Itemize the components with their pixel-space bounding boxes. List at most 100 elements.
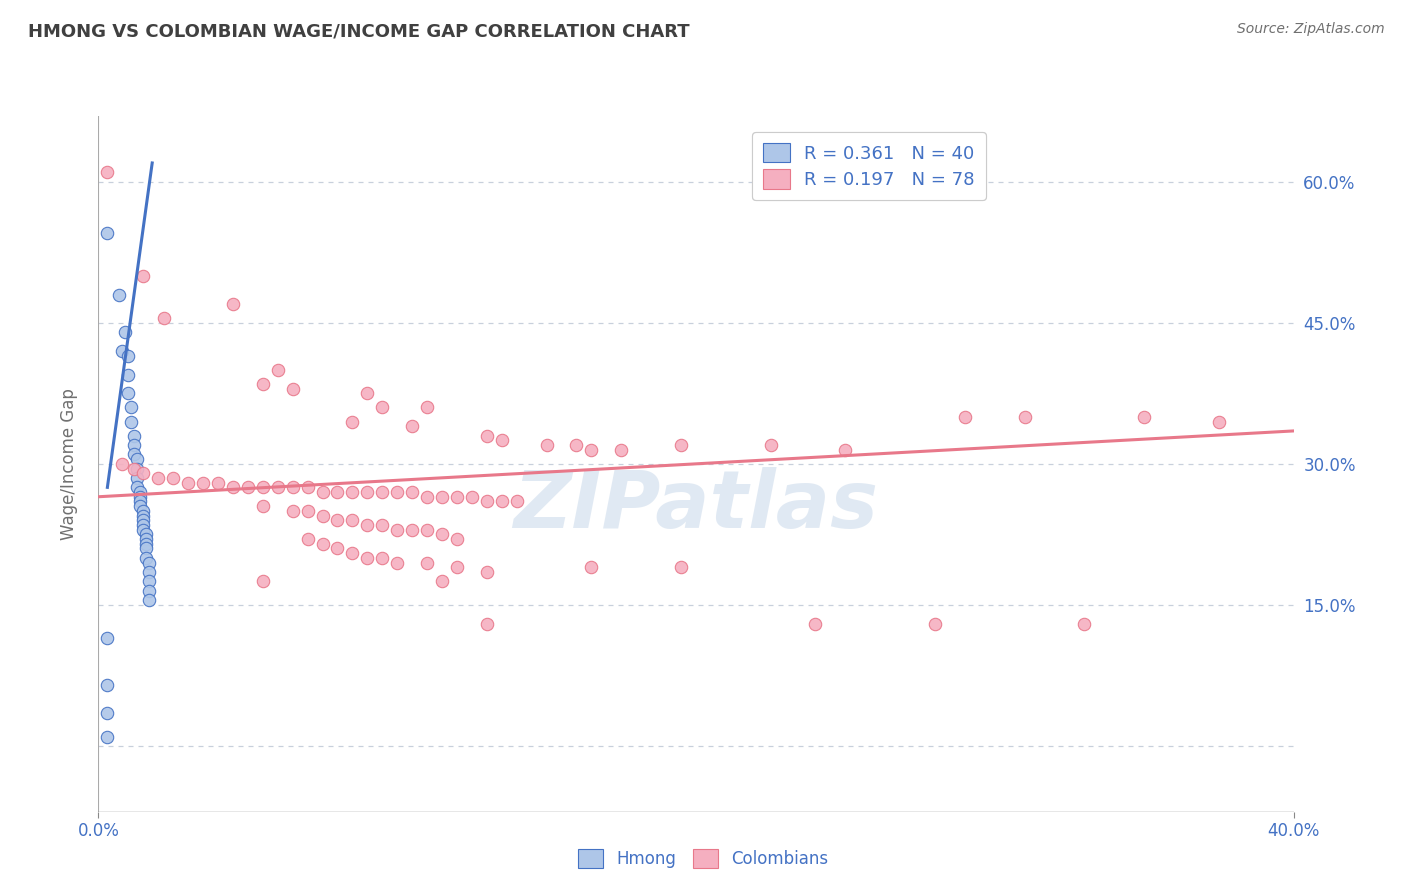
Point	[129, 499, 152, 513]
Point	[120, 415, 142, 429]
Point	[416, 401, 439, 415]
Point	[127, 480, 149, 494]
Point	[326, 513, 349, 527]
Point	[385, 556, 409, 570]
Point	[356, 550, 378, 565]
Point	[132, 508, 155, 523]
Point	[153, 311, 176, 326]
Point	[138, 556, 160, 570]
Point	[148, 471, 170, 485]
Point	[430, 490, 453, 504]
Y-axis label: Wage/Income Gap: Wage/Income Gap	[59, 388, 77, 540]
Point	[581, 442, 603, 457]
Point	[385, 523, 409, 537]
Point	[342, 415, 364, 429]
Point	[132, 523, 155, 537]
Text: HMONG VS COLOMBIAN WAGE/INCOME GAP CORRELATION CHART: HMONG VS COLOMBIAN WAGE/INCOME GAP CORRE…	[28, 22, 690, 40]
Point	[96, 730, 118, 744]
Point	[669, 438, 692, 452]
Point	[111, 457, 134, 471]
Point	[222, 297, 245, 311]
Point	[124, 428, 146, 442]
Point	[385, 485, 409, 500]
Point	[117, 368, 139, 382]
Text: ZIPatlas: ZIPatlas	[513, 467, 879, 545]
Point	[127, 461, 149, 475]
Point	[127, 471, 149, 485]
Point	[536, 438, 558, 452]
Point	[297, 532, 319, 546]
Point	[207, 475, 229, 490]
Point	[924, 616, 946, 631]
Point	[117, 386, 139, 401]
Point	[281, 504, 304, 518]
Point	[446, 532, 468, 546]
Point	[311, 485, 333, 500]
Point	[138, 583, 160, 598]
Point	[135, 527, 157, 541]
Point	[252, 574, 274, 589]
Point	[135, 541, 157, 556]
Point	[132, 513, 155, 527]
Point	[401, 485, 423, 500]
Point	[117, 349, 139, 363]
Point	[475, 616, 498, 631]
Point	[191, 475, 214, 490]
Point	[371, 485, 394, 500]
Point	[446, 560, 468, 574]
Point	[834, 442, 856, 457]
Point	[124, 461, 146, 475]
Point	[804, 616, 827, 631]
Point	[132, 504, 155, 518]
Point	[610, 442, 633, 457]
Point	[252, 499, 274, 513]
Text: Source: ZipAtlas.com: Source: ZipAtlas.com	[1237, 22, 1385, 37]
Point	[96, 706, 118, 720]
Point	[1208, 415, 1230, 429]
Legend: R = 0.361   N = 40, R = 0.197   N = 78: R = 0.361 N = 40, R = 0.197 N = 78	[752, 132, 986, 200]
Point	[252, 480, 274, 494]
Point	[491, 494, 513, 508]
Point	[371, 518, 394, 533]
Point	[342, 513, 364, 527]
Point	[475, 494, 498, 508]
Point	[326, 541, 349, 556]
Legend: Hmong, Colombians: Hmong, Colombians	[571, 843, 835, 875]
Point	[356, 485, 378, 500]
Point	[506, 494, 529, 508]
Point	[135, 537, 157, 551]
Point	[430, 574, 453, 589]
Point	[252, 376, 274, 391]
Point	[401, 523, 423, 537]
Point	[565, 438, 588, 452]
Point	[416, 490, 439, 504]
Point	[446, 490, 468, 504]
Point	[416, 556, 439, 570]
Point	[129, 490, 152, 504]
Point	[281, 480, 304, 494]
Point	[124, 447, 146, 461]
Point	[1343, 659, 1365, 673]
Point	[96, 678, 118, 692]
Point	[1014, 409, 1036, 424]
Point	[371, 401, 394, 415]
Point	[416, 523, 439, 537]
Point	[162, 471, 184, 485]
Point	[342, 546, 364, 560]
Point	[236, 480, 259, 494]
Point	[461, 490, 484, 504]
Point	[120, 401, 142, 415]
Point	[135, 532, 157, 546]
Point	[1073, 616, 1095, 631]
Point	[759, 438, 782, 452]
Point	[1133, 409, 1156, 424]
Point	[297, 480, 319, 494]
Point	[356, 518, 378, 533]
Point	[281, 382, 304, 396]
Point	[953, 409, 976, 424]
Point	[135, 550, 157, 565]
Point	[124, 438, 146, 452]
Point	[138, 565, 160, 579]
Point	[111, 344, 134, 359]
Point	[96, 631, 118, 645]
